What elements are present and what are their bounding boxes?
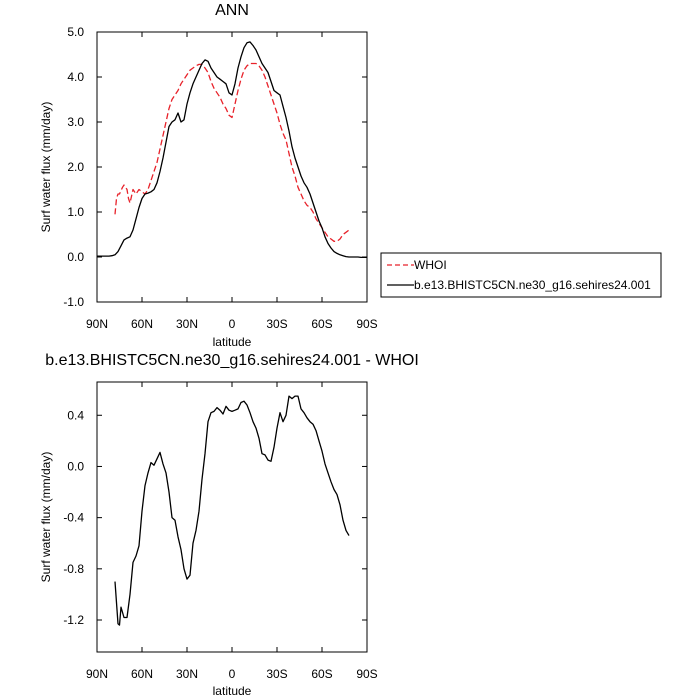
y-tick-label: 0.0 <box>67 250 84 264</box>
top-y-axis-label: Surf water flux (mm/day) <box>39 102 53 233</box>
top-panel: ANN -1.0 0.0 1.0 2.0 3.0 4.0 5.0 90N 60N 30N 0 30S… <box>39 2 378 349</box>
bottom-chart-title: b.e13.BHISTC5CN.ne30_g16.sehires24.001 -… <box>45 352 419 369</box>
y-tick-label: 0.0 <box>67 459 84 473</box>
bottom-y-axis-label: Surf water flux (mm/day) <box>39 452 53 583</box>
y-tick-label: 2.0 <box>67 160 84 174</box>
top-x-axis-label: latitude <box>213 335 252 349</box>
y-tick-label: 3.0 <box>67 115 84 129</box>
bottom-x-axis-label: latitude <box>213 684 252 698</box>
top-y-axis: -1.0 0.0 1.0 2.0 3.0 4.0 5.0 <box>63 25 367 309</box>
legend-label-whoi: WHOI <box>414 258 447 272</box>
x-tick-label: 60S <box>311 667 332 681</box>
x-tick-label: 90S <box>356 317 377 331</box>
legend-label-model: b.e13.BHISTC5CN.ne30_g16.sehires24.001 <box>414 278 651 292</box>
bottom-x-axis: 90N 60N 30N 0 30S 60S 90S <box>86 382 378 681</box>
bottom-plot-frame <box>96 381 368 653</box>
bottom-series-group <box>114 395 350 626</box>
y-tick-label: 1.0 <box>67 205 84 219</box>
y-tick-label: 0.4 <box>67 408 84 422</box>
top-x-axis: 90N 60N 30N 0 30S 60S 90S <box>86 32 378 331</box>
x-tick-label: 90N <box>86 667 108 681</box>
y-tick-label: -0.4 <box>63 511 84 525</box>
x-tick-label: 90N <box>86 317 108 331</box>
series-line-1 <box>97 41 367 259</box>
y-tick-label: -1.2 <box>63 613 84 627</box>
x-tick-label: 60N <box>131 317 153 331</box>
y-tick-label: 5.0 <box>67 25 84 39</box>
y-tick-label: 4.0 <box>67 70 84 84</box>
x-tick-label: 30N <box>176 317 198 331</box>
x-tick-label: 60S <box>311 317 332 331</box>
bottom-panel: b.e13.BHISTC5CN.ne30_g16.sehires24.001 -… <box>39 352 419 698</box>
series-line-0 <box>114 395 350 626</box>
bottom-y-axis: -1.2 -0.8 -0.4 0.0 0.4 <box>63 408 367 627</box>
y-tick-label: -1.0 <box>63 295 84 309</box>
x-tick-label: 30N <box>176 667 198 681</box>
x-tick-label: 60N <box>131 667 153 681</box>
top-chart-title: ANN <box>215 2 249 19</box>
x-tick-label: 30S <box>266 317 287 331</box>
x-tick-label: 30S <box>266 667 287 681</box>
x-tick-label: 90S <box>356 667 377 681</box>
top-series-group <box>97 41 367 259</box>
x-tick-label: 0 <box>229 317 236 331</box>
legend-box <box>380 252 662 298</box>
legend: WHOI b.e13.BHISTC5CN.ne30_g16.sehires24.… <box>380 252 662 298</box>
series-line-0 <box>114 62 350 242</box>
y-tick-label: -0.8 <box>63 562 84 576</box>
top-plot-frame <box>96 31 368 303</box>
x-tick-label: 0 <box>229 667 236 681</box>
